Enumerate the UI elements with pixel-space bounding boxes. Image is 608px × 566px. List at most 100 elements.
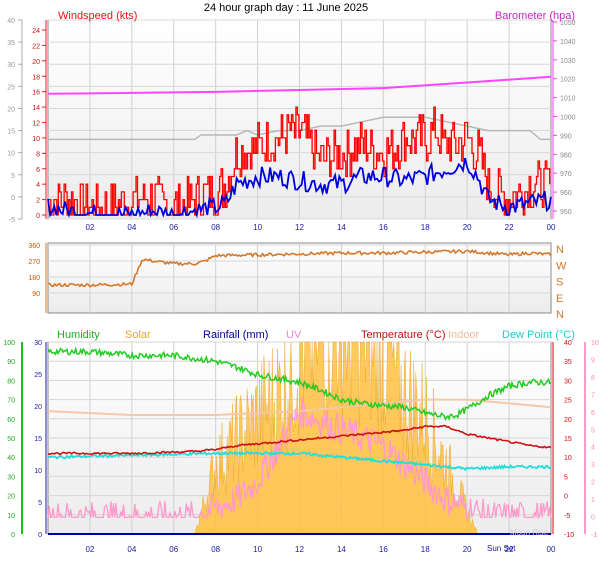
panel-3-x-tick-label: 10	[253, 545, 262, 554]
baro-tick-label: 990	[560, 133, 572, 140]
wind-inner-tick-label: 18	[32, 74, 40, 81]
humidity-tick-label: 0	[11, 532, 15, 539]
baro-tick-label: 960	[560, 190, 572, 197]
panel-3-x-tick-label: 20	[463, 545, 472, 554]
baro-tick-label: 1040	[560, 39, 576, 46]
wind-outer-tick-label: 10	[7, 151, 15, 158]
temperature-label: Temperature (°C)	[361, 329, 445, 341]
wind-outer-tick-label: 40	[7, 18, 15, 25]
humidity-tick-label: 70	[7, 398, 15, 405]
baro-tick-label: 950	[560, 209, 572, 216]
wind-outer-tick-label: 0	[11, 195, 15, 202]
panel-1-x-tick-label: 14	[337, 223, 346, 232]
wind-outer-tick-label: 25	[7, 84, 15, 91]
wind-outer-tick-label: 35	[7, 40, 15, 47]
uv-tick-label: 10	[591, 340, 599, 347]
wind-outer-tick-label: 20	[7, 106, 15, 113]
dewpoint-label: Dew Point (°C)	[502, 329, 575, 341]
moon-rise-label: Moon Rise	[510, 528, 549, 537]
uv-tick-label: 3	[591, 462, 595, 469]
sun-set-label: Sun Set	[487, 544, 516, 553]
panel-1-x-tick-label: 08	[211, 223, 220, 232]
series-wind-direction	[48, 248, 552, 288]
humidity-tick-label: 20	[7, 494, 15, 501]
uv-tick-label: -1	[591, 532, 597, 539]
wind-inner-tick-label: 8	[36, 151, 40, 158]
humidity-tick-label: 100	[3, 340, 15, 347]
series-temperature	[47, 424, 552, 456]
humidity-tick-label: 80	[7, 378, 15, 385]
barometer-label: Barometer (hpa)	[495, 10, 575, 22]
rain-tick-label: 30	[34, 340, 42, 347]
uv-tick-label: 4	[591, 445, 595, 452]
wind-inner-tick-label: 14	[32, 105, 40, 112]
uv-tick-label: 7	[591, 392, 595, 399]
temp-tick-label: 15	[564, 436, 572, 443]
panel-1-x-tick-label: 22	[505, 223, 514, 232]
rain-tick-label: 10	[34, 468, 42, 475]
uv-tick-label: 0	[591, 515, 595, 522]
series-barometer	[47, 75, 552, 95]
temp-tick-label: 20	[564, 417, 572, 424]
dir-tick-label: 360	[28, 243, 40, 250]
series-barometer-grey	[48, 116, 551, 141]
temp-tick-label: 25	[564, 398, 572, 405]
humidity-tick-label: 30	[7, 474, 15, 481]
wind-inner-tick-label: 6	[36, 167, 40, 174]
wind-outer-tick-label: 5	[11, 173, 15, 180]
series-humidity	[47, 346, 551, 421]
panel-1-x-tick-label: 02	[85, 223, 94, 232]
page-title: 24 hour graph day : 11 June 2025	[204, 2, 368, 14]
indoor-label: Indoor	[448, 329, 480, 341]
uv-tick-label: 6	[591, 410, 595, 417]
uv-tick-label: 1	[591, 497, 595, 504]
panel-1-x-tick-label: 16	[379, 223, 388, 232]
baro-tick-label: 1010	[560, 96, 576, 103]
temp-tick-label: 10	[564, 455, 572, 462]
panel-3-x-tick-label: 18	[421, 545, 430, 554]
windspeed-label: Windspeed (kts)	[58, 10, 137, 22]
baro-tick-label: 1050	[560, 20, 576, 27]
humidity-tick-label: 60	[7, 417, 15, 424]
uv-tick-label: 9	[591, 357, 595, 364]
wind-inner-tick-label: 24	[32, 28, 40, 35]
rain-tick-label: 20	[34, 404, 42, 411]
temp-tick-label: 35	[564, 359, 572, 366]
compass-label: N	[556, 309, 564, 321]
uv-tick-label: 2	[591, 480, 595, 487]
panel-3-x-tick-label: 02	[85, 545, 94, 554]
panel-3-x-tick-label: 06	[169, 545, 178, 554]
panel-3-x-tick-label: 08	[211, 545, 220, 554]
panel-1-x-tick-label: 06	[169, 223, 178, 232]
baro-tick-label: 1030	[560, 58, 576, 65]
dir-tick-label: 270	[28, 259, 40, 266]
series-wind-gust	[48, 106, 551, 216]
panel-1-x-tick-label: 10	[253, 223, 262, 232]
wind-inner-tick-label: 0	[36, 213, 40, 220]
series-wind-speed	[47, 157, 552, 219]
compass-label: W	[556, 260, 567, 272]
wind-inner-tick-label: 22	[32, 43, 40, 50]
rain-tick-label: 0	[38, 532, 42, 539]
wind-inner-tick-label: 2	[36, 198, 40, 205]
baro-tick-label: 980	[560, 152, 572, 159]
rain-tick-label: 15	[34, 436, 42, 443]
wind-outer-tick-label: 30	[7, 62, 15, 69]
panel-3-x-tick-label: 22	[505, 545, 514, 554]
rain-tick-label: 5	[38, 500, 42, 507]
humidity-tick-label: 40	[7, 455, 15, 462]
rainfall-label: Rainfall (mm)	[203, 329, 268, 341]
dir-tick-label: 180	[28, 275, 40, 282]
uv-tick-label: 5	[591, 427, 595, 434]
uv-label: UV	[286, 329, 302, 341]
temp-tick-label: -5	[564, 513, 570, 520]
temp-tick-label: -10	[564, 532, 574, 539]
uv-tick-label: 8	[591, 375, 595, 382]
compass-label: E	[556, 293, 563, 305]
wind-inner-tick-label: 10	[32, 136, 40, 143]
temp-tick-label: 40	[564, 340, 572, 347]
dir-tick-label: 90	[32, 291, 40, 298]
panel-3-x-tick-label: 16	[379, 545, 388, 554]
